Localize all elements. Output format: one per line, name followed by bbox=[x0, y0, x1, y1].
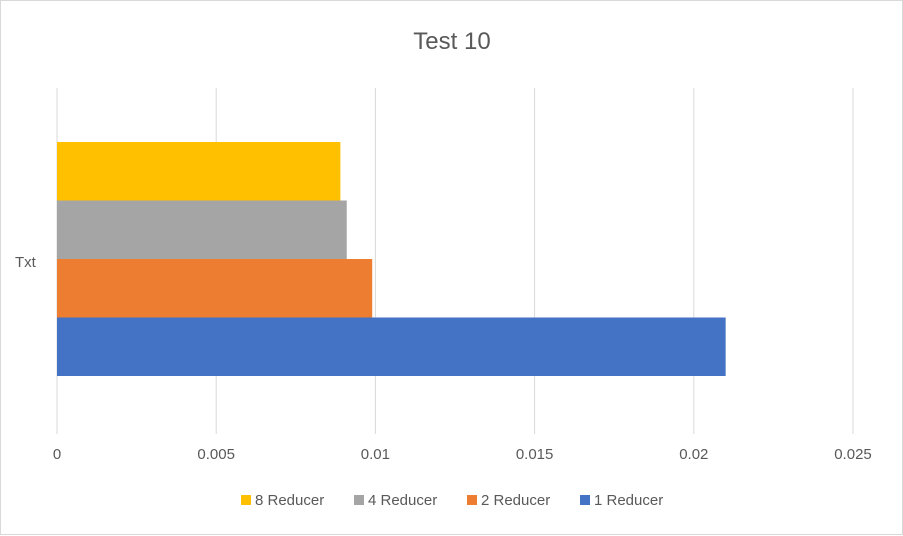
legend-swatch bbox=[580, 495, 590, 505]
x-tick-label: 0 bbox=[53, 446, 61, 463]
legend-swatch bbox=[354, 495, 364, 505]
legend-label: 2 Reducer bbox=[481, 492, 550, 509]
bars bbox=[57, 142, 726, 376]
legend-swatch bbox=[467, 495, 477, 505]
bar-4-reducer bbox=[57, 200, 347, 259]
legend-label: 4 Reducer bbox=[368, 492, 437, 509]
y-axis-category-labels: Txt bbox=[15, 254, 37, 271]
x-tick-label: 0.015 bbox=[516, 446, 554, 463]
x-tick-label: 0.025 bbox=[834, 446, 872, 463]
bar-8-reducer bbox=[57, 142, 341, 201]
chart-title: Test 10 bbox=[413, 28, 490, 55]
x-axis-tick-labels: 0 0.005 0.01 0.015 0.02 0.025 bbox=[53, 446, 872, 463]
legend-swatch bbox=[241, 495, 251, 505]
x-tick-label: 0.005 bbox=[197, 446, 235, 463]
bar-2-reducer bbox=[57, 259, 373, 318]
legend-label: 8 Reducer bbox=[255, 492, 324, 509]
legend-label: 1 Reducer bbox=[594, 492, 663, 509]
x-tick-label: 0.01 bbox=[361, 446, 390, 463]
y-category-label: Txt bbox=[15, 254, 37, 271]
x-tick-label: 0.02 bbox=[679, 446, 708, 463]
bar-1-reducer bbox=[57, 317, 726, 376]
legend: 8 Reducer 4 Reducer 2 Reducer 1 Reducer bbox=[241, 492, 663, 509]
